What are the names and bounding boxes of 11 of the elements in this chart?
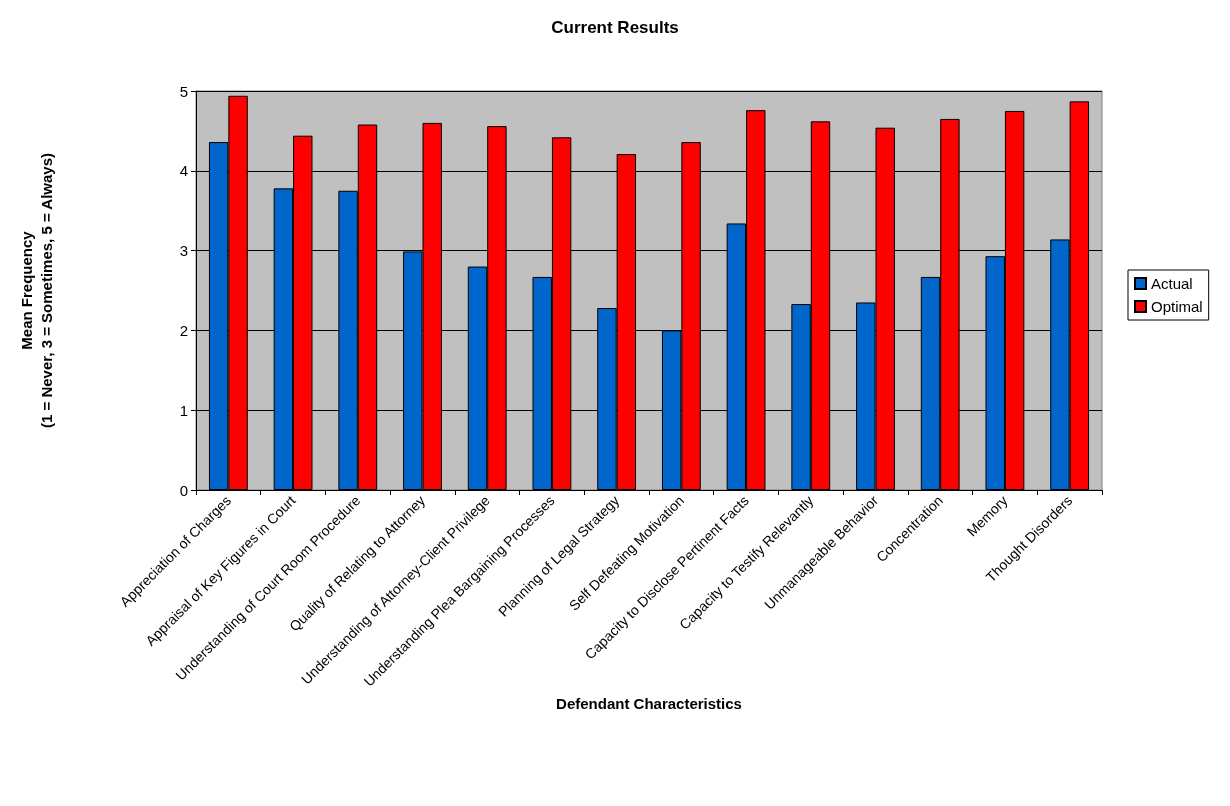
legend-label: Actual <box>1151 275 1193 292</box>
y-tick-label: 0 <box>179 481 188 499</box>
y-axis-title: Mean Frequency (1 = Never, 3 = Sometimes, 5 = Always) <box>17 152 55 429</box>
y-tick-label: 5 <box>179 82 188 100</box>
y-tick-label: 4 <box>179 162 188 180</box>
legend-label: Optimal <box>1151 298 1203 315</box>
x-axis-title: Defendant Characteristics <box>556 694 742 712</box>
y-tick-label: 1 <box>179 401 188 419</box>
chart-title: Current Results <box>551 18 679 37</box>
y-tick-label: 3 <box>179 242 188 260</box>
y-tick-label: 2 <box>179 321 188 339</box>
